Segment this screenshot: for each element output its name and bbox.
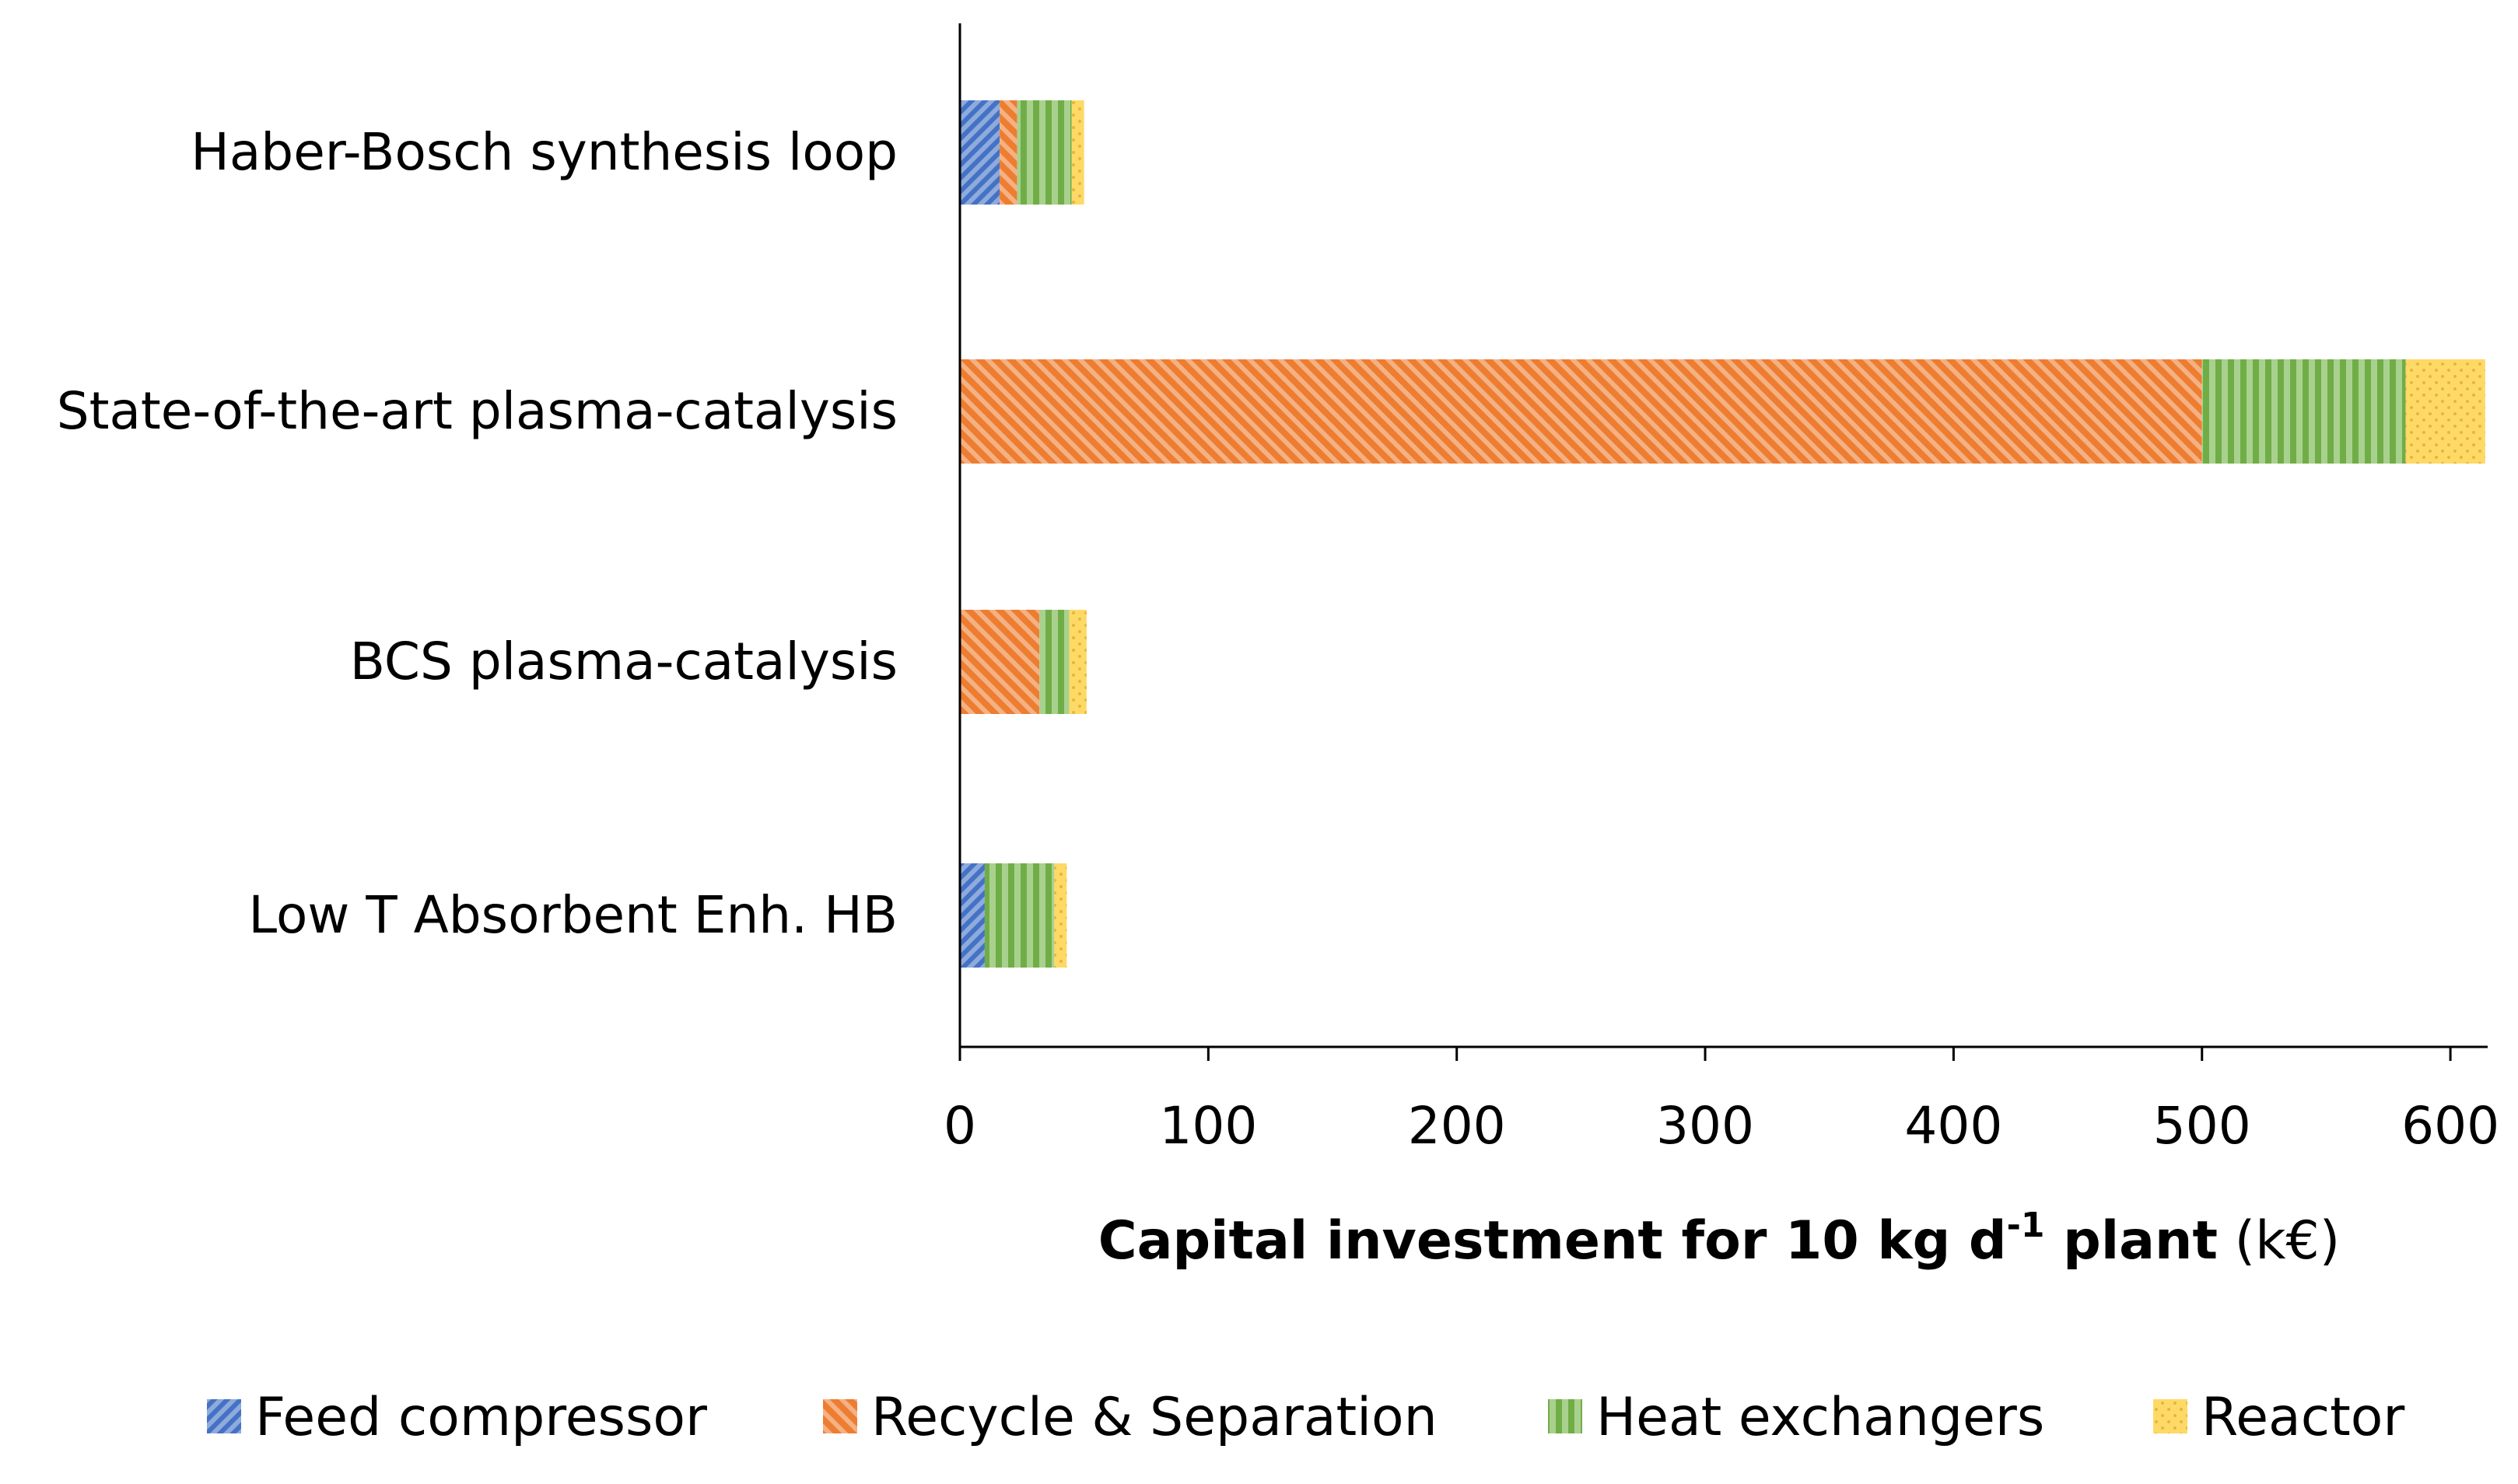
legend-swatch (823, 1399, 857, 1433)
legend-label: Feed compressor (255, 1387, 707, 1448)
legend-swatch (2153, 1399, 2187, 1433)
bar-segment-feed-compressor (960, 863, 985, 968)
bar-segment-heat-exchangers (1017, 100, 1072, 205)
legend-label: Heat exchangers (1596, 1387, 2044, 1448)
x-tick-label: 500 (2153, 1096, 2251, 1156)
bar-segment-recycle-separation (1000, 100, 1017, 205)
bar-segment-feed-compressor (960, 100, 1000, 205)
legend-swatch (1548, 1399, 1582, 1433)
x-axis-title: Capital investment for 10 kg d-1 plant (… (1098, 1206, 2341, 1272)
x-tick-label: 100 (1159, 1096, 1257, 1156)
category-label: State-of-the-art plasma-catalysis (57, 381, 898, 441)
bar-segment-recycle-separation (960, 359, 2202, 464)
x-tick-label: 200 (1408, 1096, 1506, 1156)
bar-segment-recycle-separation (960, 610, 1040, 714)
legend-label: Reactor (2201, 1387, 2404, 1448)
x-tick-label: 600 (2401, 1096, 2499, 1156)
bar-segment-heat-exchangers (984, 863, 1055, 968)
bar-segment-reactor (1054, 863, 1067, 968)
legend-swatch (207, 1399, 241, 1433)
category-label: Low T Absorbent Enh. HB (248, 885, 898, 945)
bar-segment-reactor (1071, 100, 1084, 205)
category-label: Haber-Bosch synthesis loop (191, 122, 898, 182)
bar-segment-reactor (1069, 610, 1087, 714)
x-tick-label: 400 (1904, 1096, 2002, 1156)
legend-label: Recycle & Separation (871, 1387, 1438, 1448)
x-tick-label: 0 (944, 1096, 976, 1156)
bar-segment-reactor (2405, 359, 2485, 464)
bar-segment-heat-exchangers (1039, 610, 1070, 714)
bar-segment-heat-exchangers (2201, 359, 2406, 464)
x-tick-label: 300 (1656, 1096, 1754, 1156)
category-label: BCS plasma-catalysis (350, 632, 898, 691)
